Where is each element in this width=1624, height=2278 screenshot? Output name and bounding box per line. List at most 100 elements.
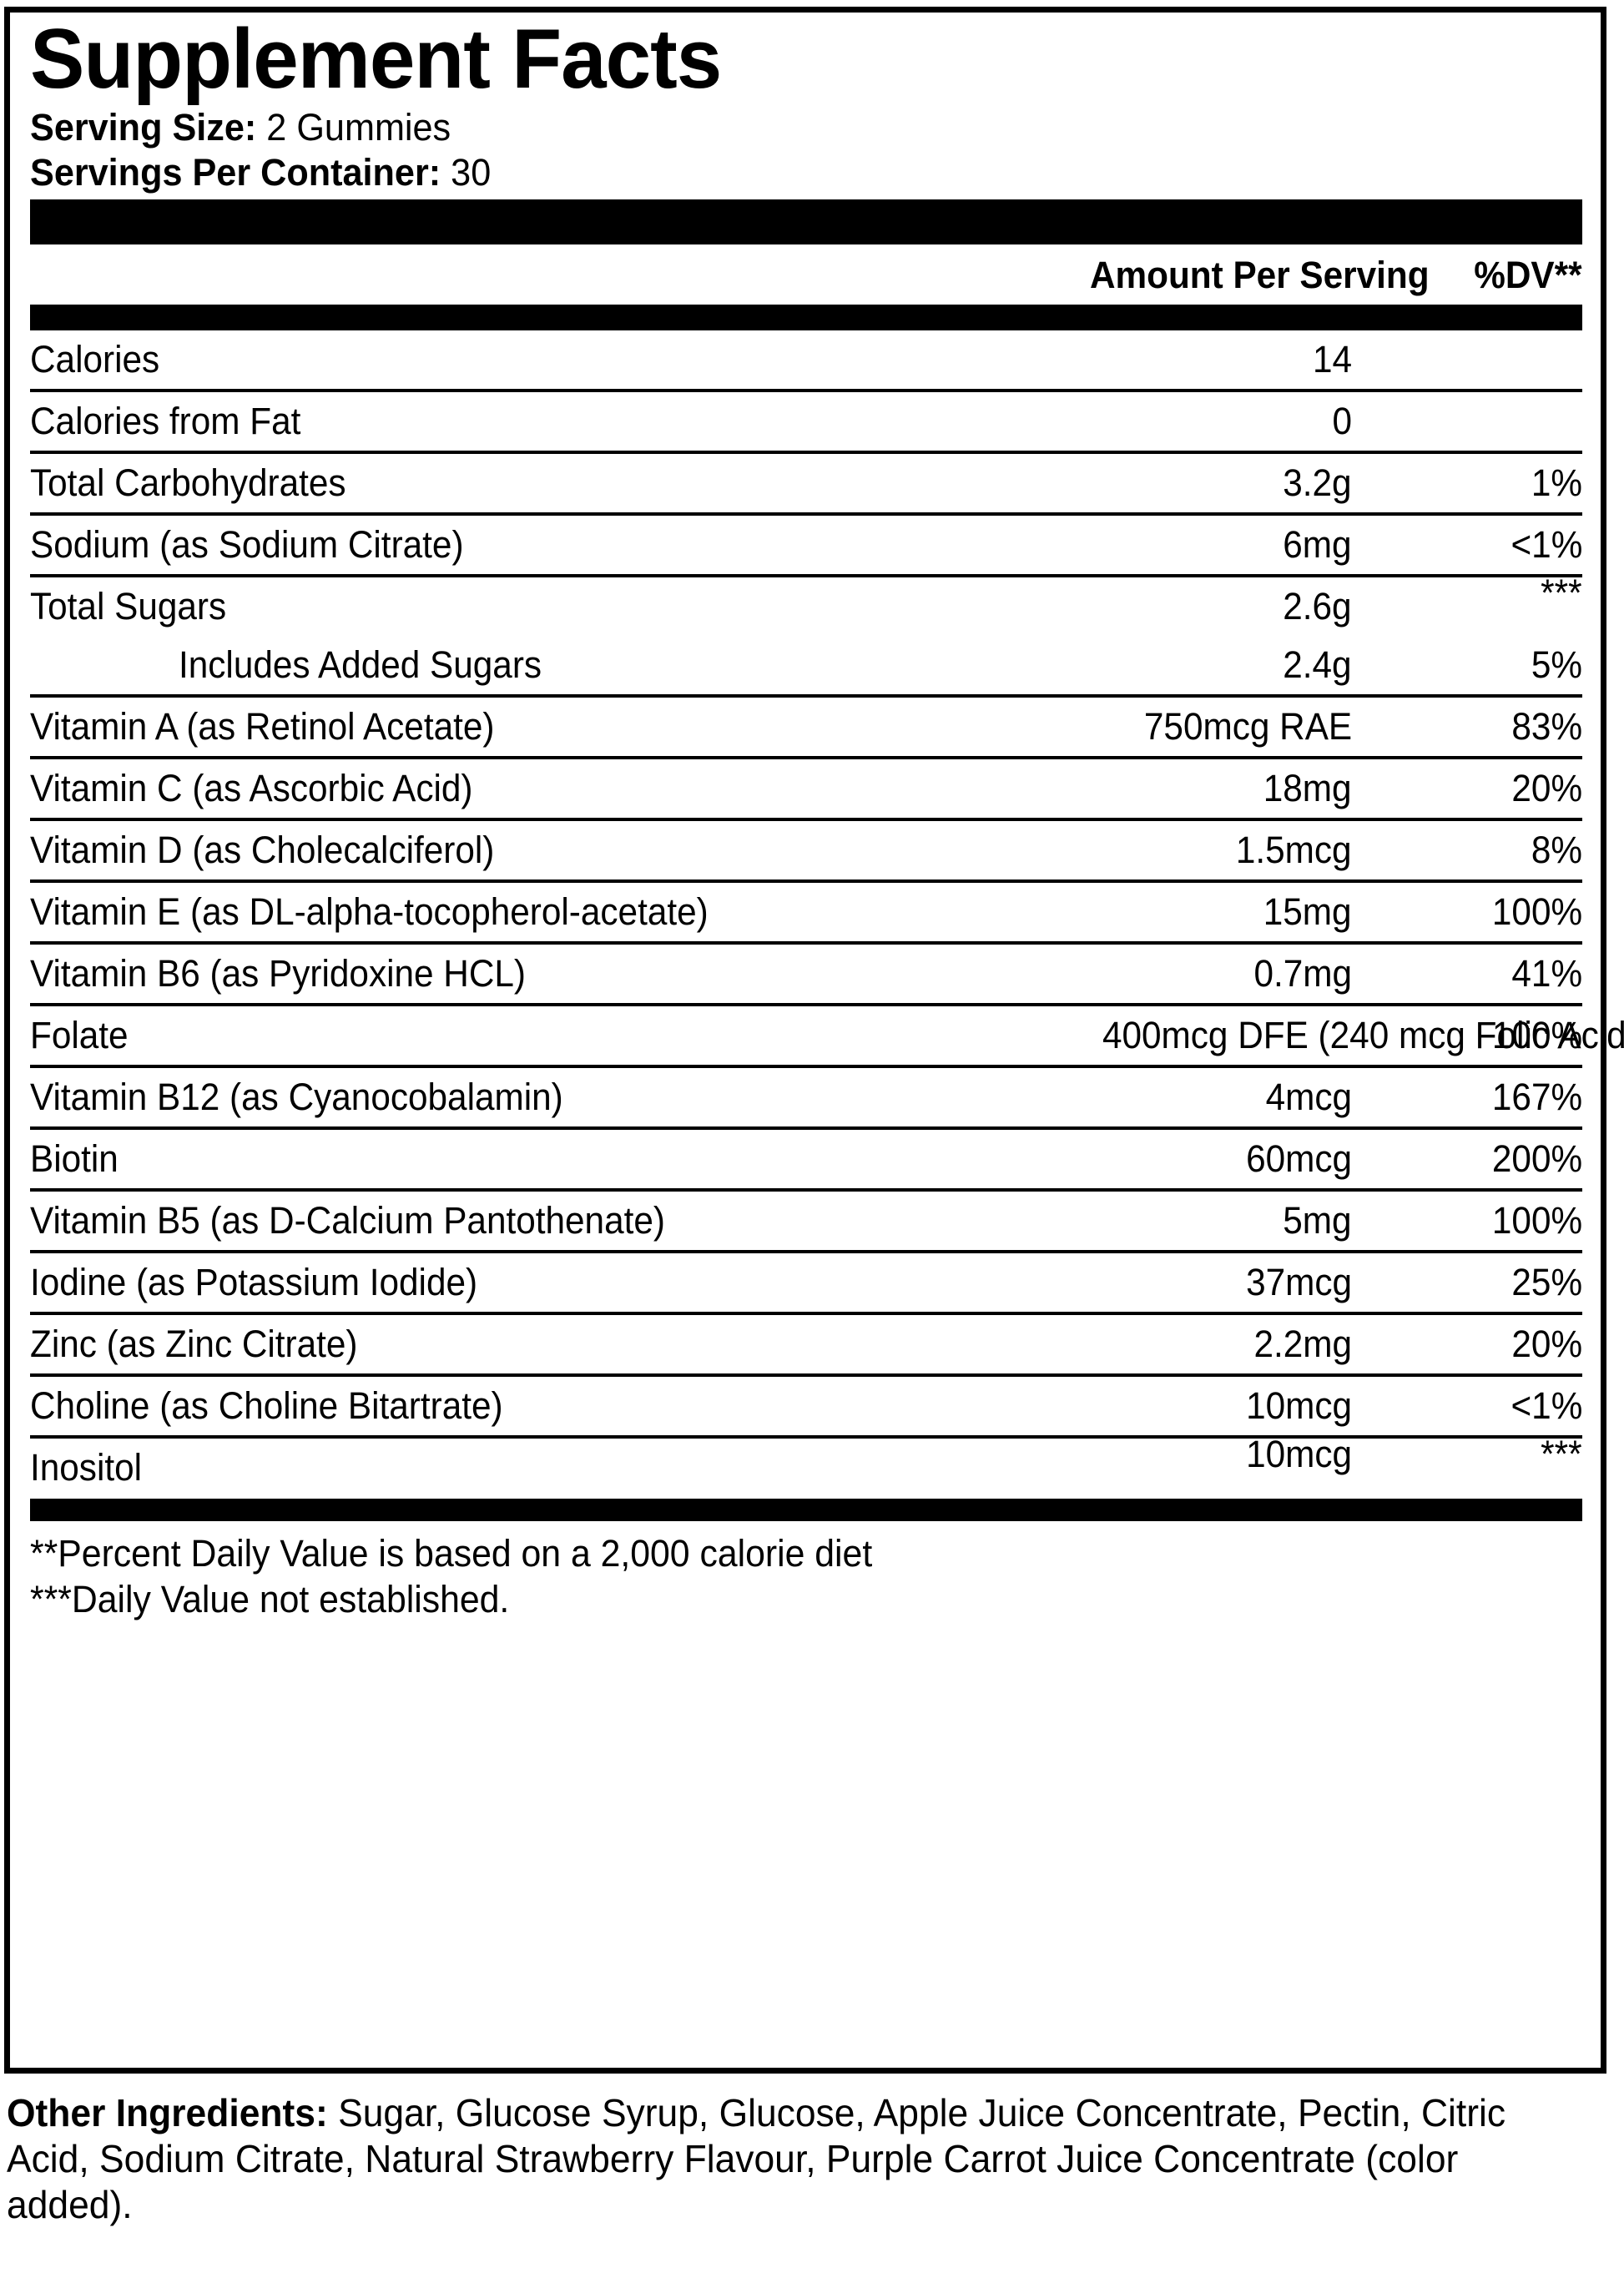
table-row: Folate 400mcg DFE (240 mcg Folic Acid) 1… [30,1006,1624,1065]
row-dv-cell: *** [1355,574,1582,636]
row-name-cell: Vitamin B6 (as Pyridoxine HCL) [30,945,1068,1003]
row-name: Vitamin B5 (as D-Calcium Pantothenate) [30,1199,665,1242]
row-amount-cell: 37mcg [1068,1253,1355,1312]
header-cell-name [30,244,1068,305]
row-name: Vitamin E (as DL-alpha-tocopherol-acetat… [30,890,709,933]
row-dv-cell [1355,392,1582,451]
table-row: Vitamin B6 (as Pyridoxine HCL) 0.7mg 41% [30,945,1582,1003]
row-name: Sodium (as Sodium Citrate) [30,523,464,566]
table-row: Inositol 10mcg *** [30,1435,1582,1497]
row-dv-cell: 8% [1355,821,1582,879]
table-row: Biotin 60mcg 200% [30,1130,1582,1188]
row-amount-cell: 4mcg [1068,1068,1355,1126]
header-amount-label: Amount Per Serving [1089,254,1430,296]
nutrition-rows: Choline (as Choline Bitartrate) 10mcg <1… [30,1377,1582,1435]
row-divider [30,941,1582,945]
row-dv: <1% [1511,523,1582,566]
table-row: Calories 14 [30,330,1582,389]
row-divider [30,694,1582,698]
row-dv-cell: 83% [1355,698,1582,756]
nutrition-rows: Zinc (as Zinc Citrate) 2.2mg 20% [30,1315,1582,1373]
table-row: Vitamin B5 (as D-Calcium Pantothenate) 5… [30,1192,1582,1250]
row-divider [30,1435,1582,1439]
row-dv: 8% [1531,829,1582,871]
row-divider [30,1373,1582,1377]
row-name-cell: Iodine (as Potassium Iodide) [30,1253,1068,1312]
row-name: Total Sugars [30,585,227,627]
row-amount: 14 [1312,338,1352,381]
table-row: Total Carbohydrates 3.2g 1% [30,454,1582,512]
row-amount-cell: 6mg [1068,516,1355,574]
row-dv-cell: <1% [1355,516,1582,574]
row-dv-cell: 100% [1355,1006,1582,1065]
row-dv: 100% [1491,890,1582,933]
serving-size-line: Serving Size: 2 Gummies [30,108,1521,146]
serving-info: Serving Size: 2 Gummies Servings Per Con… [30,108,1582,191]
nutrition-rows: Vitamin E (as DL-alpha-tocopherol-acetat… [30,883,1582,941]
row-dv-cell: *** [1355,1435,1582,1497]
row-name: Vitamin D (as Cholecalciferol) [30,829,495,871]
row-divider [30,451,1582,454]
row-amount: 37mcg [1246,1261,1352,1303]
row-dv-cell [1355,330,1582,389]
row-amount-cell: 5mg [1068,1192,1355,1250]
servings-per-container-label: Servings Per Container: [30,151,441,194]
row-name: Zinc (as Zinc Citrate) [30,1323,358,1365]
row-amount: 2.4g [1283,643,1352,686]
row-amount: 10mcg [1246,1433,1352,1475]
row-dv: 41% [1511,952,1582,995]
row-name-cell: Vitamin A (as Retinol Acetate) [30,698,1068,756]
row-amount: 1.5mcg [1236,829,1352,871]
row-divider [30,879,1582,883]
servings-per-container-line: Servings Per Container: 30 [30,154,1521,191]
row-dv-cell: 1% [1355,454,1582,512]
row-amount: 3.2g [1283,461,1352,504]
row-amount: 2.6g [1283,585,1352,627]
row-dv: 83% [1511,705,1582,748]
row-name-cell: Choline (as Choline Bitartrate) [30,1377,1068,1435]
row-name-cell: Vitamin E (as DL-alpha-tocopherol-acetat… [30,883,1068,941]
header-dv-label: %DV** [1474,254,1582,296]
row-amount-cell: 750mcg RAE [1068,698,1355,756]
nutrition-rows: Biotin 60mcg 200% [30,1130,1582,1188]
row-divider [30,1250,1582,1253]
row-divider [30,389,1582,392]
row-divider [30,512,1582,516]
nutrition-rows: Sodium (as Sodium Citrate) 6mg <1% [30,516,1582,574]
other-ingredients-inner: Other Ingredients: Sugar, Glucose Syrup,… [7,2090,1561,2229]
row-amount-cell: 1.5mcg [1068,821,1355,879]
row-amount-cell: 0.7mg [1068,945,1355,1003]
header-cell-amount: Amount Per Serving [1068,244,1430,305]
row-name-cell: Total Carbohydrates [30,454,1068,512]
footnote-percent-daily-value: **Percent Daily Value is based on a 2,00… [30,1532,873,1575]
table-row: Vitamin D (as Cholecalciferol) 1.5mcg 8% [30,821,1582,879]
row-dv: 20% [1511,767,1582,809]
row-amount: 2.2mg [1253,1323,1352,1365]
row-name-cell: Vitamin B5 (as D-Calcium Pantothenate) [30,1192,1068,1250]
serving-size-value: 2 Gummies [266,106,451,149]
row-name: Biotin [30,1137,119,1180]
nutrition-rows: Inositol 10mcg *** [30,1435,1582,1497]
row-name-cell: Zinc (as Zinc Citrate) [30,1315,1068,1373]
row-divider [30,1003,1582,1006]
row-dv: 200% [1491,1137,1582,1180]
row-dv-cell: 25% [1355,1253,1582,1312]
row-name-cell: Calories [30,330,1068,389]
row-amount-cell: 60mcg [1068,1130,1355,1188]
row-name: Total Carbohydrates [30,461,346,504]
row-name-cell: Sodium (as Sodium Citrate) [30,516,1068,574]
nutrition-rows: Total Carbohydrates 3.2g 1% [30,454,1582,512]
row-name-cell: Biotin [30,1130,1068,1188]
table-row: Vitamin B12 (as Cyanocobalamin) 4mcg 167… [30,1068,1582,1126]
row-divider [30,1188,1582,1192]
row-amount-cell: 14 [1068,330,1355,389]
divider-medium-under-header [30,305,1582,330]
table-row: Vitamin E (as DL-alpha-tocopherol-acetat… [30,883,1582,941]
row-name: Vitamin C (as Ascorbic Acid) [30,767,473,809]
row-amount: 60mcg [1246,1137,1352,1180]
row-amount-cell: 400mcg DFE (240 mcg Folic Acid) [1068,1006,1624,1065]
nutrition-rows: Vitamin D (as Cholecalciferol) 1.5mcg 8% [30,821,1582,879]
table-row: Choline (as Choline Bitartrate) 10mcg <1… [30,1377,1582,1435]
row-dv: 167% [1491,1076,1582,1118]
table-row: Calories from Fat 0 [30,392,1582,451]
